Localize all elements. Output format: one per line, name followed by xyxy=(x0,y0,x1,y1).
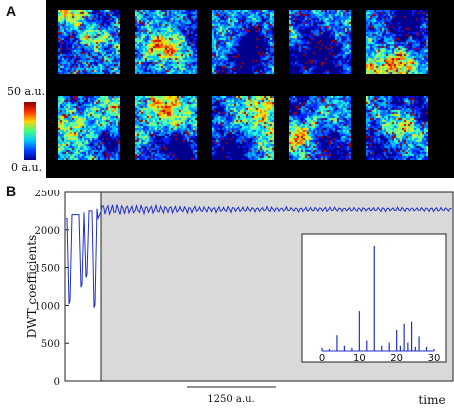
y-tick-label: 500 xyxy=(41,339,60,350)
x-axis-label: time xyxy=(418,393,445,407)
heatmap-tile-10 xyxy=(366,96,428,160)
y-tick-label: 2500 xyxy=(35,190,60,199)
heatmap-tile-8 xyxy=(212,96,274,160)
panel-a-label: A xyxy=(6,3,17,19)
colorbar-max-label: 50 a.u. xyxy=(7,85,46,98)
y-tick-label: 2000 xyxy=(35,226,60,237)
inset-x-tick-label: 0 xyxy=(319,353,325,364)
inset-x-tick-label: 20 xyxy=(390,353,403,364)
panel-b-label: B xyxy=(6,183,17,199)
y-axis-label: DWT coefficients xyxy=(25,235,39,339)
heatmap-tile-6 xyxy=(58,96,120,160)
y-tick-label: 0 xyxy=(54,377,60,388)
heatmap-tile-7 xyxy=(135,96,197,160)
heatmap-tile-5 xyxy=(366,10,428,74)
dwt-main-plot: 0 500 1000 1500 2000 2500 DWT coefficients time… xyxy=(25,190,454,407)
heatmap-tile-9 xyxy=(289,96,351,160)
dwt-series-line xyxy=(66,203,452,308)
y-tick-label: 1500 xyxy=(35,264,60,275)
heatmap-tile-4 xyxy=(289,10,351,74)
colorbar-min-label: 0 a.u. xyxy=(11,161,43,174)
inset-x-tick-label: 10 xyxy=(353,353,366,364)
heatmap-tile-2 xyxy=(135,10,197,74)
colorbar xyxy=(24,102,36,160)
heatmap-tile-3 xyxy=(212,10,274,74)
heatmap-strip xyxy=(46,0,454,178)
plot-frame xyxy=(64,191,454,382)
dwt-chart: 0 500 1000 1500 2000 2500 DWT coefficients time… xyxy=(25,190,454,407)
scale-bar-label: 1250 a.u. xyxy=(207,394,254,405)
inset-x-tick-label: 30 xyxy=(428,353,441,364)
y-tick-label: 1000 xyxy=(35,301,60,312)
heatmap-tile-1 xyxy=(58,10,120,74)
